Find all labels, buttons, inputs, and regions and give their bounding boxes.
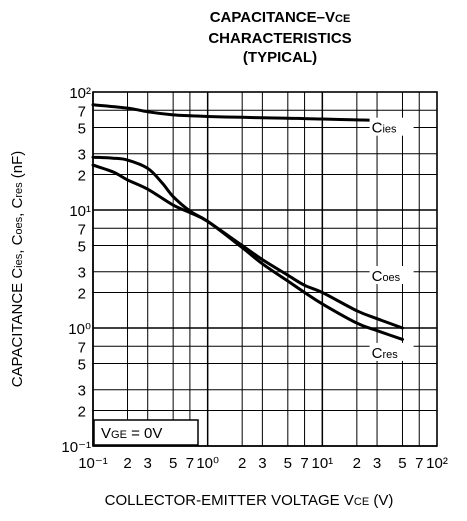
plot-frame (92, 91, 438, 447)
curve-label-background (369, 342, 414, 361)
series-line-coes (91, 155, 404, 330)
chart-title: CAPACITANCE–VCE CHARACTERISTICS (TYPICAL… (150, 8, 410, 67)
x-tick-label: 10⁻¹ (78, 455, 108, 472)
series-lines (91, 103, 404, 341)
y-tick-label: 7 (78, 339, 86, 356)
y-tick-label: 7 (78, 103, 86, 120)
series-line-cies (91, 103, 404, 124)
x-axis-title: COLLECTOR-EMITTER VOLTAGE VCE (V) (105, 492, 394, 509)
x-tick-label: 3 (258, 455, 266, 472)
y-tick-label: 10² (69, 85, 91, 102)
y-tick-label: 5 (78, 121, 86, 138)
x-tick-label: 3 (373, 455, 381, 472)
x-tick-label: 5 (284, 455, 292, 472)
x-tick-label: 5 (398, 455, 406, 472)
y-axis-title: CAPACITANCE Cies, Coes, Cres (nF) (9, 151, 26, 388)
x-tick-label: 10⁰ (196, 455, 219, 472)
curve-label-cres: Cres (369, 342, 414, 362)
y-tick-label: 2 (78, 285, 86, 302)
series-line-cres (91, 163, 404, 341)
chart-title-line-1: CAPACITANCE–VCE (209, 9, 351, 26)
curve-label-text: Coes (372, 268, 401, 285)
x-tick-label: 2 (123, 455, 131, 472)
x-tick-label: 2 (238, 455, 246, 472)
x-tick-label: 10¹ (311, 455, 333, 472)
chart-title-line-2: CHARACTERISTICS (208, 30, 352, 47)
curve-label-background (369, 117, 414, 136)
vge-annotation-group: VGE = 0V (93, 419, 199, 446)
x-tick-label: 7 (300, 455, 308, 472)
x-tick-label: 5 (169, 455, 177, 472)
y-tick-label: 10⁻¹ (61, 439, 91, 456)
curve-label-coes: Coes (369, 266, 414, 285)
y-tick-label: 10⁰ (68, 321, 91, 338)
x-tick-label: 3 (144, 455, 152, 472)
y-tick-label: 2 (78, 403, 86, 420)
curve-labels: Cies Coes Cres (369, 117, 414, 362)
tick-labels: 10⁻¹10⁻¹2233557710⁰10⁰2233557710¹10¹2233… (61, 85, 447, 472)
x-tick-label: 7 (415, 455, 423, 472)
chart-title-line-3: (TYPICAL) (242, 49, 318, 66)
x-tick-label: 7 (186, 455, 194, 472)
y-tick-label: 7 (78, 221, 86, 238)
x-tick-label: 2 (353, 455, 361, 472)
y-tick-label: 3 (78, 265, 86, 282)
annotation-box (93, 419, 199, 446)
curve-label-cies: Cies (369, 117, 414, 137)
y-tick-label: 10¹ (69, 203, 91, 220)
vge-annotation: VGE = 0V (101, 425, 162, 442)
y-tick-label: 5 (78, 239, 86, 256)
y-tick-label: 5 (78, 357, 86, 374)
y-tick-label: 3 (78, 383, 86, 400)
curve-label-text: Cies (372, 120, 397, 137)
curve-label-text: Cres (372, 345, 399, 362)
axis-titles: COLLECTOR-EMITTER VOLTAGE VCE (V) CAPACIT… (9, 151, 393, 509)
y-tick-label: 3 (78, 147, 86, 164)
x-tick-label: 10² (426, 455, 448, 472)
grid-lines (92, 92, 437, 447)
curve-label-background (369, 266, 414, 285)
y-tick-label: 2 (78, 167, 86, 184)
